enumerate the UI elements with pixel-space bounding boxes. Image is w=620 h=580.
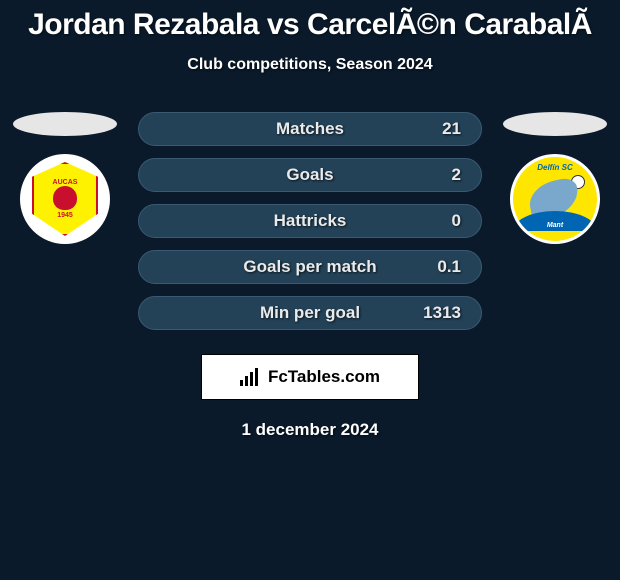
club-year-left: 1945 [57,212,73,219]
club-logo-left: AUCAS 1945 [20,154,110,244]
club-name-left: AUCAS [53,179,78,186]
date-text: 1 december 2024 [0,420,620,440]
stat-value: 21 [442,119,461,139]
page-title: Jordan Rezabala vs CarcelÃ©n CarabalÃ [0,8,620,42]
stat-value: 2 [452,165,461,185]
right-column: Delfín SC Mant [500,112,610,244]
stat-label: Goals per match [243,257,376,277]
player-placeholder-right [503,112,607,136]
comparison-card: Jordan Rezabala vs CarcelÃ©n CarabalÃ Cl… [0,0,620,440]
stat-row-hattricks: Hattricks 0 [138,204,482,238]
stat-row-goals: Goals 2 [138,158,482,192]
stat-row-matches: Matches 21 [138,112,482,146]
stat-row-gpm: Goals per match 0.1 [138,250,482,284]
shield-icon: AUCAS 1945 [32,162,98,236]
stats-column: Matches 21 Goals 2 Hattricks 0 Goals per… [138,112,482,330]
stat-label: Min per goal [260,303,360,323]
face-icon [53,186,77,210]
stat-label: Hattricks [274,211,347,231]
club-name-right: Delfín SC [513,163,597,172]
brand-badge: FcTables.com [201,354,419,400]
bar-chart-icon [240,368,262,386]
stat-label: Goals [286,165,333,185]
subtitle: Club competitions, Season 2024 [0,56,620,74]
stat-value: 1313 [423,303,461,323]
brand-text: FcTables.com [268,367,380,387]
main-row: AUCAS 1945 Matches 21 Goals 2 Hattricks … [0,112,620,330]
club-logo-right: Delfín SC Mant [510,154,600,244]
stat-row-mpg: Min per goal 1313 [138,296,482,330]
left-column: AUCAS 1945 [10,112,120,244]
player-placeholder-left [13,112,117,136]
stat-value: 0 [452,211,461,231]
stat-label: Matches [276,119,344,139]
stat-value: 0.1 [437,257,461,277]
club-city-right: Mant [513,222,597,229]
